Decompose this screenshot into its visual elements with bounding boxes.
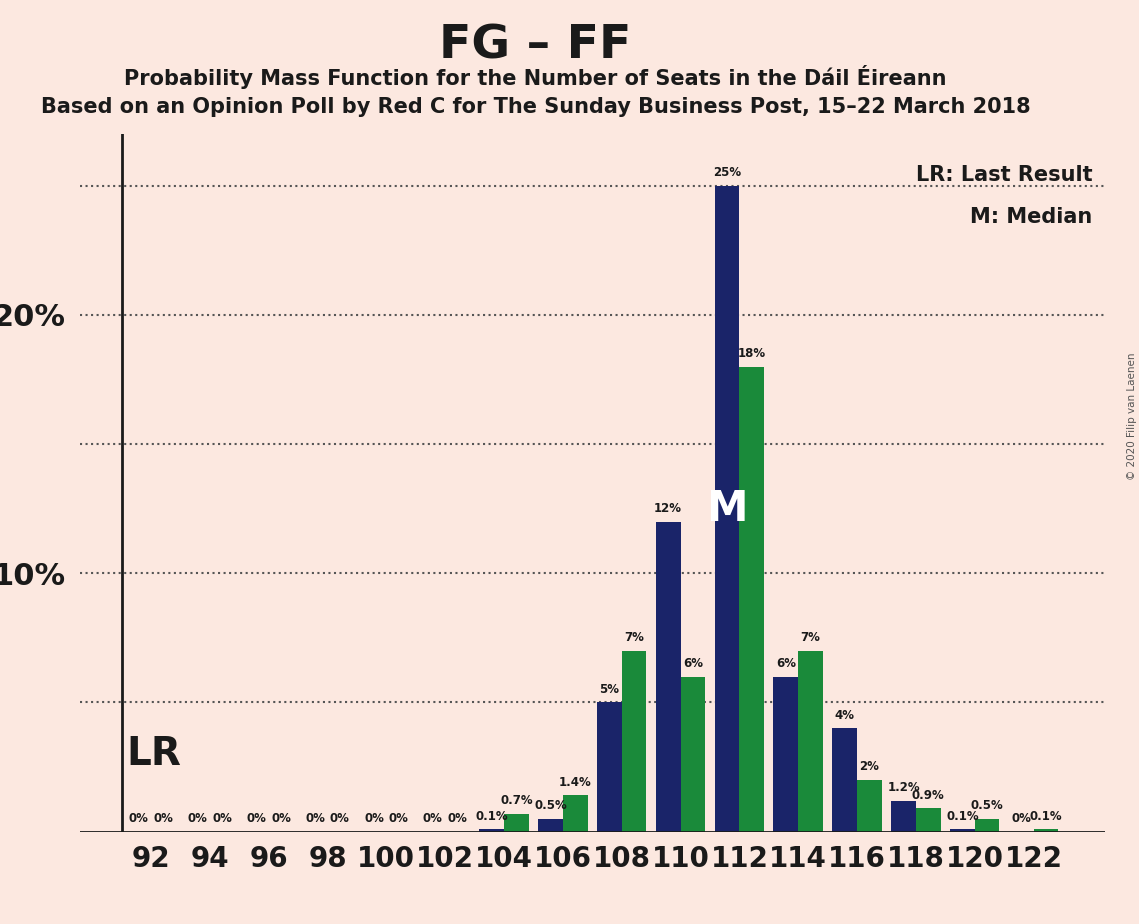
Text: 18%: 18% [738, 347, 765, 360]
Text: 7%: 7% [801, 631, 820, 644]
Text: LR: LR [126, 736, 181, 773]
Text: 12%: 12% [654, 502, 682, 515]
Bar [950, 829, 975, 832]
Text: 0.5%: 0.5% [534, 799, 567, 812]
Text: 0%: 0% [388, 812, 409, 825]
Text: 0%: 0% [423, 812, 443, 825]
Text: 0%: 0% [448, 812, 467, 825]
Bar [505, 813, 528, 832]
Text: 0.7%: 0.7% [500, 794, 533, 807]
Text: 0.9%: 0.9% [912, 789, 944, 802]
Bar [975, 819, 999, 832]
Bar [622, 650, 647, 832]
Bar [916, 808, 941, 832]
Text: 2%: 2% [860, 760, 879, 773]
Text: 0%: 0% [330, 812, 350, 825]
Text: Based on an Opinion Poll by Red C for The Sunday Business Post, 15–22 March 2018: Based on an Opinion Poll by Red C for Th… [41, 97, 1030, 117]
Bar [798, 650, 822, 832]
Text: LR: Last Result: LR: Last Result [916, 165, 1092, 186]
Text: 0.1%: 0.1% [947, 809, 978, 822]
Bar [538, 819, 563, 832]
Text: 0.5%: 0.5% [970, 799, 1003, 812]
Text: 0%: 0% [188, 812, 207, 825]
Text: 6%: 6% [683, 657, 703, 670]
Bar [1033, 829, 1058, 832]
Bar [857, 780, 882, 832]
Text: Probability Mass Function for the Number of Seats in the Dáil Éireann: Probability Mass Function for the Number… [124, 65, 947, 89]
Text: M: M [706, 488, 748, 529]
Bar [739, 367, 764, 832]
Bar [656, 521, 680, 832]
Text: 0%: 0% [154, 812, 173, 825]
Bar [597, 702, 622, 832]
Text: 1.4%: 1.4% [559, 776, 591, 789]
Text: 5%: 5% [599, 683, 620, 696]
Text: 6%: 6% [776, 657, 796, 670]
Text: 1.2%: 1.2% [887, 781, 920, 794]
Text: © 2020 Filip van Laenen: © 2020 Filip van Laenen [1126, 352, 1137, 480]
Text: 0%: 0% [246, 812, 267, 825]
Text: 0.1%: 0.1% [1030, 809, 1063, 822]
Text: 0%: 0% [129, 812, 148, 825]
Bar [714, 186, 739, 832]
Bar [480, 829, 505, 832]
Bar [833, 728, 857, 832]
Text: FG – FF: FG – FF [440, 23, 631, 68]
Text: 0%: 0% [212, 812, 232, 825]
Bar [680, 676, 705, 832]
Text: 25%: 25% [713, 166, 741, 179]
Bar [773, 676, 798, 832]
Text: 0%: 0% [271, 812, 290, 825]
Bar [563, 796, 588, 832]
Text: M: Median: M: Median [970, 207, 1092, 227]
Text: 4%: 4% [835, 709, 854, 722]
Text: 0.1%: 0.1% [475, 809, 508, 822]
Bar [891, 800, 916, 832]
Text: 0%: 0% [305, 812, 325, 825]
Text: 0%: 0% [1011, 812, 1031, 825]
Text: 0%: 0% [364, 812, 384, 825]
Text: 7%: 7% [624, 631, 644, 644]
